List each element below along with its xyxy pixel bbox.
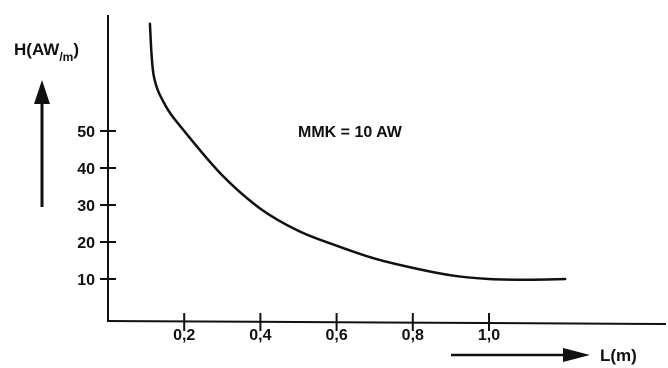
y-tick-label: 10 <box>77 272 95 289</box>
x-direction-arrow <box>451 348 590 362</box>
data-point <box>221 174 223 176</box>
x-tick-label: 0,4 <box>249 327 271 344</box>
x-tick-label: 1,0 <box>478 327 500 344</box>
data-point <box>450 274 452 276</box>
data-point <box>164 104 166 106</box>
y-axis-title-close: ) <box>73 40 79 59</box>
data-point <box>149 23 151 25</box>
data-point <box>488 278 490 280</box>
data-point <box>335 245 337 247</box>
data-point <box>564 278 566 280</box>
data-point <box>153 74 155 76</box>
series-group <box>149 23 567 281</box>
data-point <box>526 279 528 281</box>
y-tick-label: 30 <box>77 198 95 215</box>
y-direction-arrow <box>34 80 50 207</box>
data-point <box>183 130 185 132</box>
data-point <box>412 267 414 269</box>
x-tick-label: 0,6 <box>325 327 347 344</box>
data-point <box>259 208 261 210</box>
x-axis-title: L(m) <box>600 346 637 365</box>
y-tick-label: 40 <box>77 161 95 178</box>
x-tick-label: 0,8 <box>402 327 424 344</box>
x-tick-label: 0,2 <box>173 327 195 344</box>
series-line <box>150 24 565 280</box>
tick-group: 10 20 30 40 50 0,2 0,4 0,6 0,8 1,0 <box>77 124 500 344</box>
data-point <box>374 257 376 259</box>
y-axis-title: H(AW/m) <box>14 40 79 64</box>
chart-annotation: MMK = 10 AW <box>298 124 403 141</box>
y-axis-title-sub: /m <box>59 50 73 64</box>
data-point <box>297 230 299 232</box>
y-tick-label: 50 <box>77 124 95 141</box>
y-axis-title-main: H(AW <box>14 40 60 59</box>
y-tick-label: 20 <box>77 235 95 252</box>
x-axis <box>107 321 666 324</box>
